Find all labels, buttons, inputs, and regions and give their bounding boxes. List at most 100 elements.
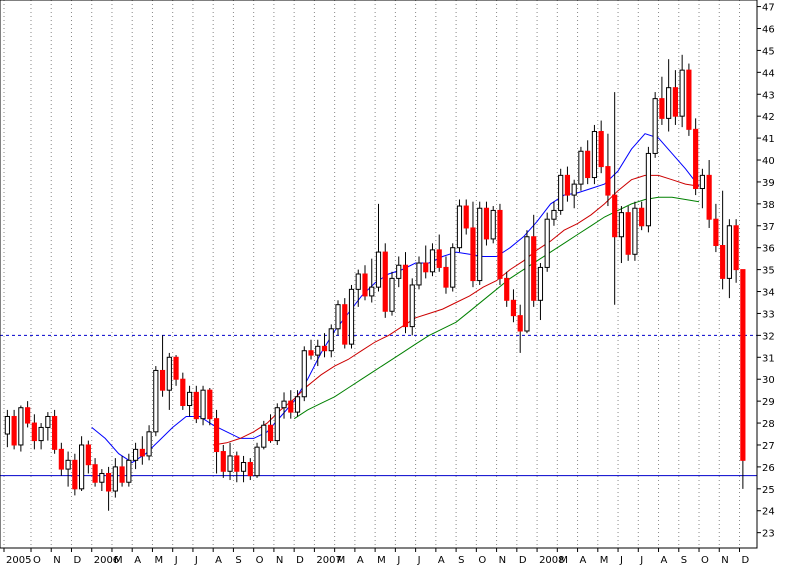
candle — [652, 92, 658, 158]
candle — [632, 201, 638, 261]
candle — [436, 234, 442, 272]
candle — [321, 333, 328, 358]
moving-average-line — [213, 174, 700, 446]
candle — [578, 146, 584, 191]
candle-body — [119, 466, 125, 483]
x-tick-label: A — [580, 555, 587, 566]
candle-body — [666, 87, 672, 119]
candle-body — [25, 407, 31, 424]
candle — [450, 243, 456, 292]
candle-body — [348, 288, 355, 345]
vertical-grid — [3, 0, 741, 548]
candle-body — [686, 69, 692, 130]
candle — [31, 414, 37, 450]
candle — [247, 458, 253, 481]
candle — [382, 243, 388, 318]
candle-body — [328, 328, 334, 352]
candle — [483, 201, 490, 246]
y-tick-label: 30 — [762, 375, 775, 386]
candle — [18, 405, 24, 452]
x-tick-label: J — [396, 555, 400, 566]
candle — [456, 199, 463, 253]
candle — [551, 201, 557, 226]
candle — [625, 206, 631, 261]
candle — [423, 245, 429, 279]
x-tick-label: O — [33, 555, 41, 566]
x-tick-label: M — [377, 555, 386, 566]
candle-body — [38, 426, 44, 442]
candle-body — [396, 264, 402, 279]
candle-body — [52, 415, 58, 450]
candle — [281, 392, 287, 419]
candle — [85, 440, 91, 474]
x-tick-label: J — [619, 555, 623, 566]
candle — [139, 436, 145, 465]
candle — [301, 346, 307, 402]
candle-body — [11, 415, 17, 446]
candle-body — [4, 415, 10, 435]
candle-body — [72, 459, 78, 490]
candle — [477, 201, 483, 285]
candle-body — [173, 356, 179, 380]
y-tick-label: 37 — [762, 222, 775, 233]
candle-body — [625, 212, 631, 255]
candle-body — [436, 249, 442, 268]
candle-body — [726, 225, 732, 279]
candle — [254, 442, 260, 478]
candle — [105, 466, 112, 511]
candle — [443, 256, 449, 294]
candle — [672, 70, 678, 125]
candle — [686, 63, 692, 136]
candle-body — [31, 422, 37, 442]
candle — [38, 423, 44, 450]
candle — [213, 409, 220, 474]
y-tick-label: 46 — [762, 24, 775, 35]
candle-body — [254, 446, 260, 477]
candle-body — [463, 205, 469, 229]
candle — [645, 146, 652, 233]
y-tick-label: 41 — [762, 134, 775, 145]
candle-body — [423, 262, 429, 273]
y-tick-label: 23 — [762, 529, 775, 540]
candle — [25, 401, 31, 428]
y-tick-label: 44 — [762, 68, 775, 79]
y-tick-label: 26 — [762, 463, 775, 474]
x-tick-label: D — [73, 555, 81, 566]
candle-body — [598, 131, 604, 168]
candle-body — [699, 174, 705, 190]
candle-body — [369, 286, 375, 297]
candle — [362, 265, 368, 301]
candle — [288, 390, 294, 419]
candle — [558, 168, 564, 215]
moving-average-line — [91, 133, 700, 464]
x-tick-label: M — [114, 555, 123, 566]
y-tick-label: 27 — [762, 441, 775, 452]
candle — [315, 339, 321, 367]
candle — [524, 230, 530, 334]
candle-body — [207, 389, 213, 420]
candle — [173, 355, 179, 386]
candle-body — [409, 284, 415, 328]
x-tick-label: M — [559, 555, 568, 566]
x-tick-label: A — [357, 555, 364, 566]
y-tick-label: 36 — [762, 244, 775, 255]
candle-body — [294, 396, 301, 413]
candle — [396, 256, 402, 288]
candle-body — [544, 218, 550, 268]
candle-body — [159, 369, 166, 391]
candle — [639, 201, 645, 231]
candle — [355, 269, 361, 307]
candle-body — [85, 444, 91, 466]
candle-body — [632, 207, 638, 255]
candle-body — [483, 207, 490, 240]
candle-body — [261, 424, 267, 448]
x-tick-label: O — [478, 555, 486, 566]
y-tick-label: 42 — [762, 112, 775, 123]
candle-body — [720, 245, 726, 279]
candle-body — [429, 249, 436, 273]
candle — [612, 92, 618, 305]
y-tick-label: 45 — [762, 46, 775, 57]
y-tick-label: 39 — [762, 178, 775, 189]
candle — [389, 271, 395, 316]
